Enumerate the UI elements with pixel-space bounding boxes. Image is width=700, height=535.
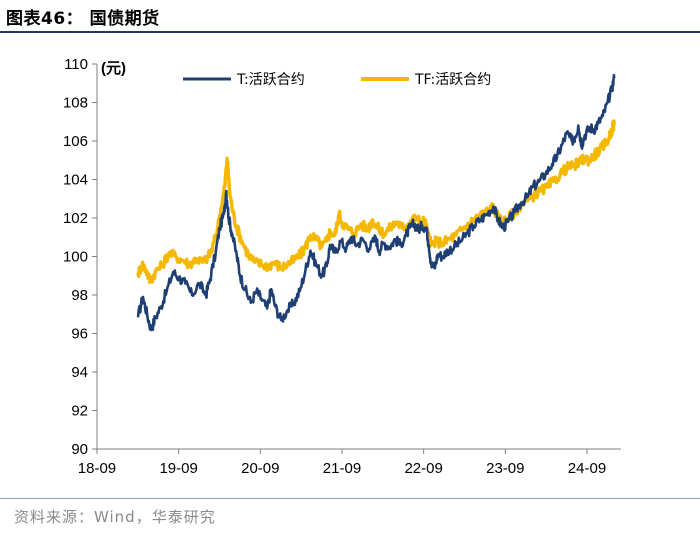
legend-label: T:活跃合约 xyxy=(236,72,305,88)
chart-axes: 90 92 94 96 98 100 102 104 106 108 110 18-09 19-09 20… xyxy=(63,56,621,477)
y-tick-label: 104 xyxy=(63,172,88,189)
series-line-tf xyxy=(136,119,616,284)
series-line-t xyxy=(136,73,616,332)
y-tick-label: 98 xyxy=(71,287,88,304)
y-tick-label: 102 xyxy=(63,210,88,227)
y-tick-label: 100 xyxy=(63,249,88,266)
x-tick-label: 20-09 xyxy=(241,460,279,477)
chart-legend: T:活跃合约 TF:活跃合约 xyxy=(183,72,491,88)
x-tick-label: 21-09 xyxy=(323,460,361,477)
legend-label: TF:活跃合约 xyxy=(414,72,491,88)
title-divider xyxy=(0,31,700,33)
y-tick-label: 108 xyxy=(63,95,88,112)
x-tick-label: 24-09 xyxy=(568,460,606,477)
y-tick-label: 96 xyxy=(71,326,88,343)
y-unit-label: (元) xyxy=(101,60,126,77)
source-note: 资料来源：Wind，华泰研究 xyxy=(14,508,216,526)
y-tick-label: 94 xyxy=(71,364,88,381)
x-tick-label: 18-09 xyxy=(78,460,116,477)
x-tick-label: 19-09 xyxy=(159,460,197,477)
chart-series xyxy=(136,73,616,332)
figure-title: 图表46： 国债期货 xyxy=(6,9,160,29)
y-tick-label: 92 xyxy=(71,403,88,420)
x-tick-label: 22-09 xyxy=(404,460,442,477)
y-tick-label: 110 xyxy=(64,56,88,73)
y-tick-label: 90 xyxy=(71,441,88,458)
footer-divider xyxy=(0,498,700,499)
x-tick-label: 23-09 xyxy=(486,460,524,477)
y-tick-label: 106 xyxy=(63,133,88,150)
